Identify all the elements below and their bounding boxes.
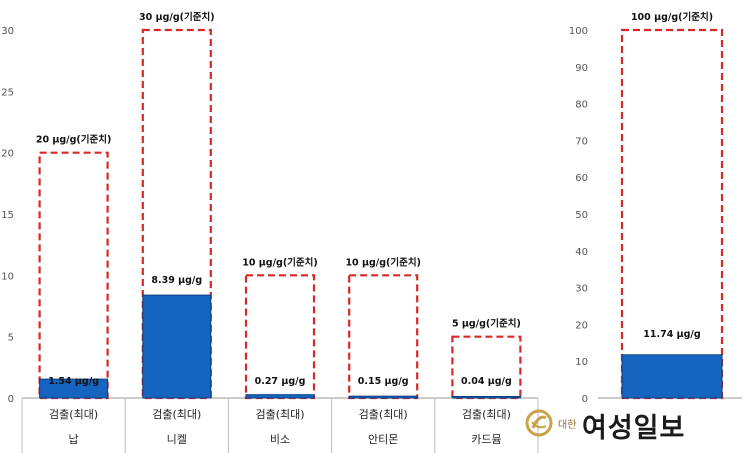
standard-bar — [451, 335, 522, 400]
category-measure-label: 검출(최대) — [359, 408, 408, 421]
y-tick-label: 70 — [575, 136, 588, 147]
standard-bar — [38, 151, 109, 400]
y-tick-label: 50 — [575, 210, 588, 221]
y-tick-label: 80 — [575, 100, 588, 111]
standard-data-label: 10 μg/g(기준치) — [242, 256, 318, 268]
y-tick-label: 25 — [1, 87, 14, 98]
category-measure-label: 검출(최대) — [49, 408, 98, 421]
y-tick-label: 30 — [1, 26, 14, 37]
y-tick-label: 10 — [575, 357, 588, 368]
watermark-small-text: 대한 — [558, 420, 577, 431]
category-metal-label: 니켈 — [167, 433, 187, 446]
detected-bar — [451, 396, 521, 399]
left-chart: 0 5 10 15 20 25 30 20 μg/g(기준치) 1.54 μg/g 검출(최대) 납… — [1, 11, 539, 453]
watermark-big-text: 여성일보 — [582, 413, 686, 444]
y-tick-label: 90 — [575, 63, 588, 74]
y-tick-label: 15 — [1, 210, 14, 221]
category-metal-label: 납 — [69, 433, 79, 446]
detected-bar — [142, 294, 212, 399]
detected-data-label: 11.74 μg/g — [643, 329, 700, 340]
detected-data-label: 1.54 μg/g — [48, 376, 99, 387]
category-measure-label: 검출(최대) — [152, 408, 201, 421]
standard-data-label: 10 μg/g(기준치) — [345, 256, 421, 268]
detected-data-label: 0.15 μg/g — [358, 376, 409, 387]
y-tick-label: 20 — [575, 320, 588, 331]
detected-bar — [348, 395, 418, 399]
category-metal-label: 비소 — [270, 433, 290, 446]
right-chart: 0 10 20 30 40 50 60 70 80 90 100 100 μg/g(기준치) 11.74… — [569, 11, 742, 405]
y-tick-label: 20 — [1, 149, 14, 160]
detected-data-label: 0.04 μg/g — [461, 376, 512, 387]
standard-bar — [141, 28, 212, 400]
y-tick-label: 0 — [582, 394, 588, 405]
detected-bar — [621, 354, 723, 399]
y-tick-label: 60 — [575, 173, 588, 184]
y-tick-label: 30 — [575, 284, 588, 295]
category-measure-label: 검출(최대) — [462, 408, 511, 421]
category-measure-label: 검출(최대) — [255, 408, 304, 421]
detected-bar — [39, 378, 109, 399]
standard-data-label: 20 μg/g(기준치) — [36, 134, 112, 146]
y-tick-label: 10 — [1, 271, 14, 282]
standard-data-label: 5 μg/g(기준치) — [452, 318, 521, 330]
logo-emblem-icon — [525, 409, 553, 437]
y-tick-label: 5 — [8, 333, 14, 344]
detected-data-label: 8.39 μg/g — [151, 275, 202, 286]
standard-data-label: 30 μg/g(기준치) — [139, 11, 215, 23]
category-metal-label: 카드뮴 — [471, 433, 501, 446]
standard-data-label: 100 μg/g(기준치) — [631, 11, 713, 23]
detected-data-label: 0.27 μg/g — [255, 376, 306, 387]
y-tick-label: 100 — [569, 26, 588, 37]
y-tick-label: 0 — [8, 394, 14, 405]
detected-bar — [245, 394, 315, 399]
standard-bar — [620, 28, 724, 400]
watermark-logo: 대한 여성일보 — [524, 404, 734, 444]
category-metal-label: 안티몬 — [368, 433, 398, 446]
y-tick-label: 40 — [575, 247, 588, 258]
